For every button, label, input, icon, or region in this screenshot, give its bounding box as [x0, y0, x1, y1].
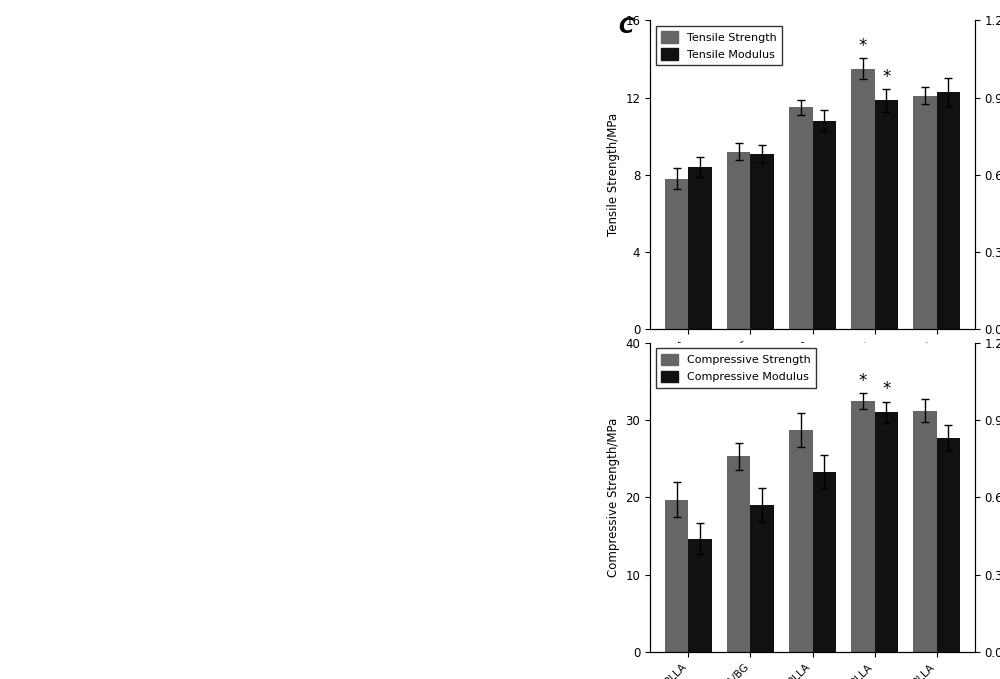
Bar	[727, 456, 750, 652]
Text: *: *	[882, 380, 891, 399]
Bar	[812, 121, 836, 329]
Bar	[937, 438, 960, 652]
Bar	[937, 92, 960, 329]
Bar	[913, 96, 937, 329]
Text: *: *	[859, 372, 867, 390]
Bar	[875, 100, 898, 329]
Text: *: *	[882, 68, 891, 86]
Legend: Tensile Strength, Tensile Modulus: Tensile Strength, Tensile Modulus	[656, 26, 782, 65]
Y-axis label: Tensile Strength/MPa: Tensile Strength/MPa	[607, 113, 620, 236]
Bar	[688, 167, 712, 329]
Bar	[665, 500, 688, 652]
Bar	[688, 538, 712, 652]
Y-axis label: Compressive Strength/MPa: Compressive Strength/MPa	[607, 418, 620, 577]
Text: *: *	[859, 37, 867, 55]
Bar	[750, 505, 774, 652]
Bar	[665, 179, 688, 329]
Bar	[812, 472, 836, 652]
Bar	[851, 401, 875, 652]
Bar	[727, 151, 750, 329]
Bar	[851, 69, 875, 329]
Bar	[789, 107, 812, 329]
Legend: Compressive Strength, Compressive Modulus: Compressive Strength, Compressive Modulu…	[656, 348, 816, 388]
Text: C: C	[618, 17, 633, 37]
Bar	[750, 154, 774, 329]
Bar	[789, 430, 812, 652]
Bar	[913, 411, 937, 652]
Bar	[875, 412, 898, 652]
